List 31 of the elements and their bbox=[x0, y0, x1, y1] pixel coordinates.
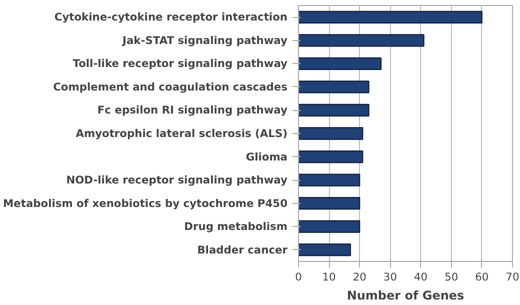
y-tick-label: Jak-STAT signaling pathway bbox=[122, 34, 288, 47]
x-tick-label: 10 bbox=[322, 270, 336, 284]
y-tick-label: Fc epsilon RI signaling pathway bbox=[97, 104, 288, 117]
y-tick-label: Amyotrophic lateral sclerosis (ALS) bbox=[76, 127, 288, 140]
y-tick-label: Cytokine-cytokine receptor interaction bbox=[54, 10, 288, 24]
y-tick-label: Toll-like receptor signaling pathway bbox=[72, 57, 288, 70]
bar bbox=[298, 80, 370, 94]
bar bbox=[298, 150, 364, 164]
y-tick-label: NOD-like receptor signaling pathway bbox=[66, 174, 288, 187]
bar bbox=[298, 244, 351, 256]
bar bbox=[298, 174, 360, 186]
y-tick-label: Drug metabolism bbox=[184, 220, 288, 234]
bar bbox=[298, 220, 360, 233]
bar bbox=[298, 197, 360, 210]
x-tick-label: 50 bbox=[444, 270, 458, 284]
x-tick-label: 30 bbox=[383, 270, 398, 284]
x-tick-label: 40 bbox=[414, 270, 428, 284]
x-tick-label: 0 bbox=[295, 270, 302, 284]
bar bbox=[298, 127, 364, 140]
x-tick-label: 20 bbox=[352, 270, 367, 284]
bar bbox=[298, 57, 382, 70]
x-tick-label: 60 bbox=[475, 270, 489, 284]
bar bbox=[298, 104, 370, 117]
y-tick-label: Complement and coagulation cascades bbox=[53, 80, 288, 94]
bar bbox=[298, 10, 482, 24]
y-tick-label: Glioma bbox=[246, 150, 288, 164]
x-axis-title: Number of Genes bbox=[346, 288, 464, 302]
x-tick-label: 70 bbox=[506, 270, 520, 284]
bar bbox=[298, 34, 424, 47]
y-tick-label: Metabolism of xenobiotics by cytochrome P450 bbox=[3, 196, 288, 210]
y-tick-label: Bladder cancer bbox=[197, 243, 288, 256]
